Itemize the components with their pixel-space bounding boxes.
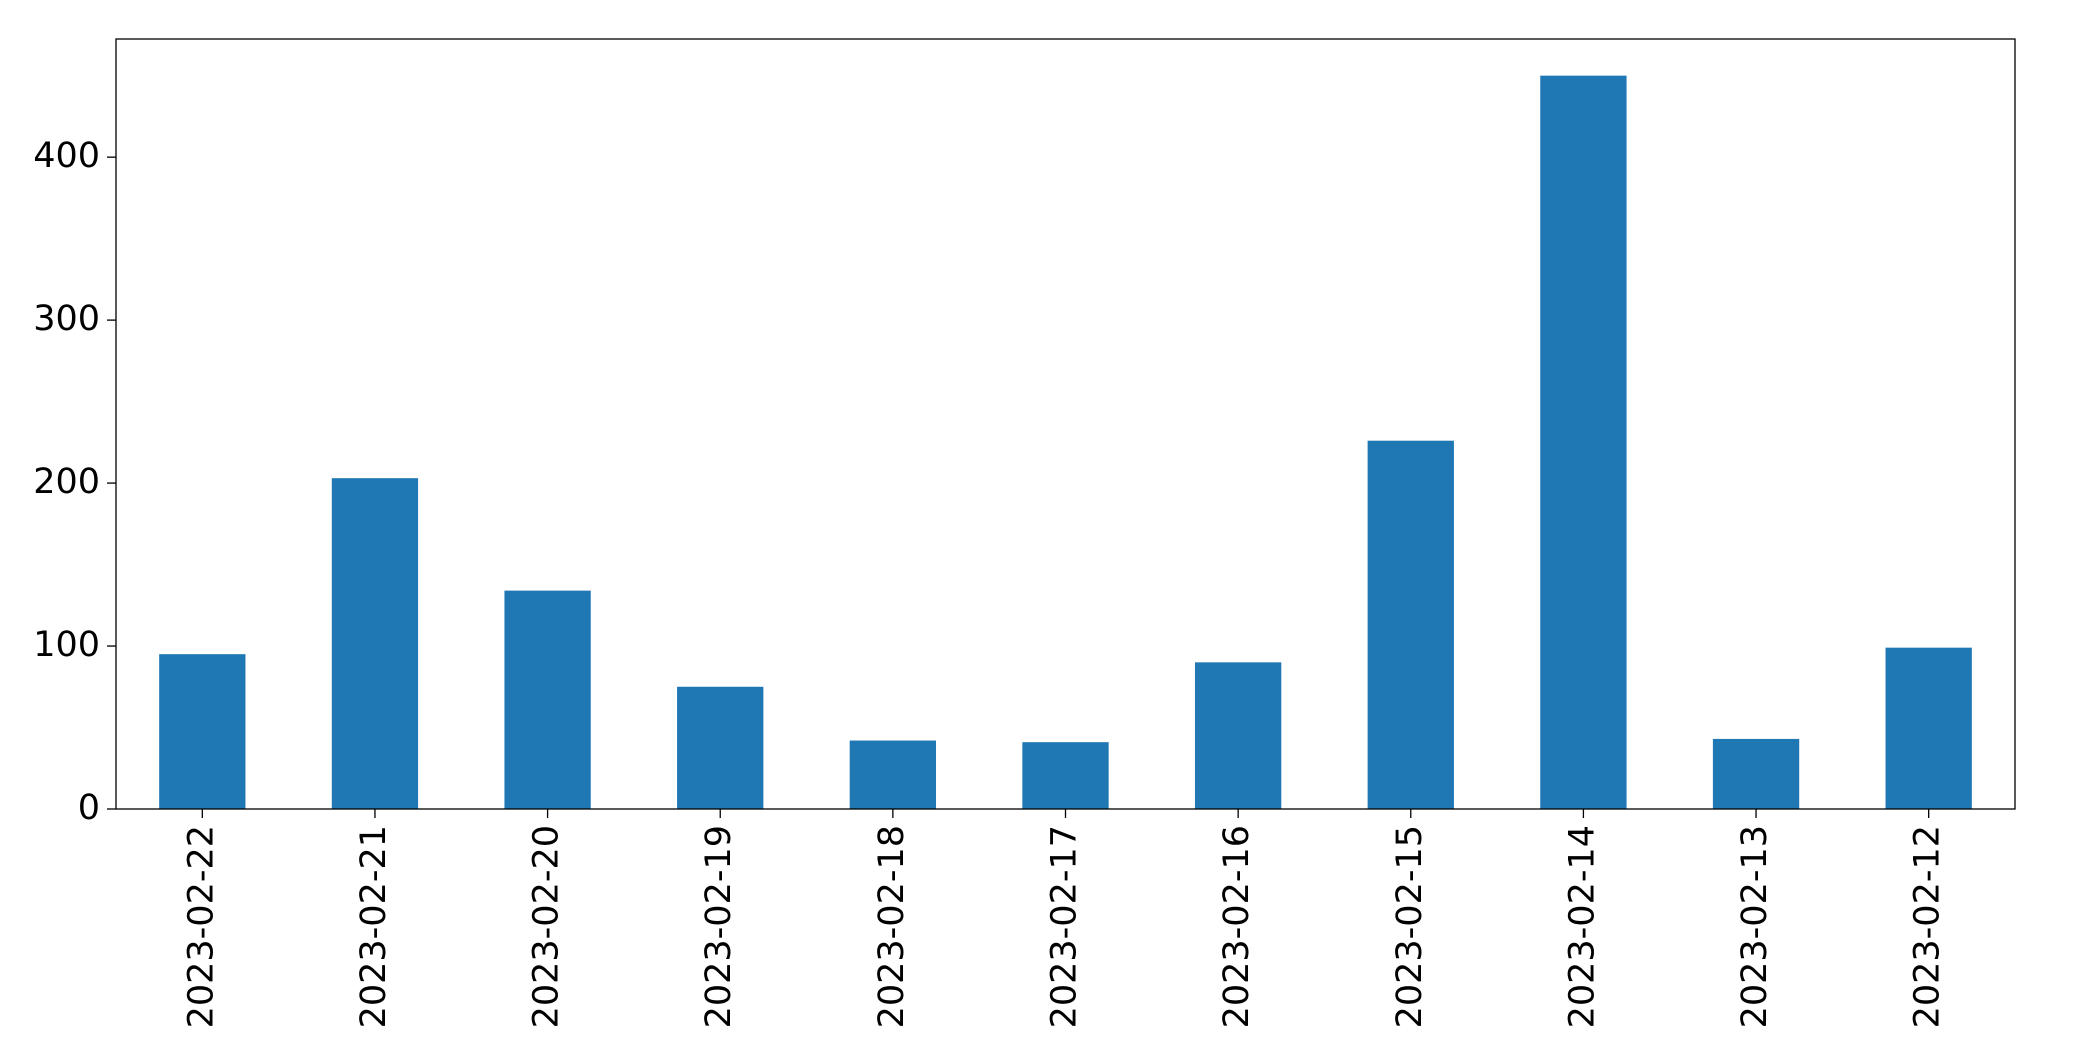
bar: [1885, 647, 1972, 809]
x-tick-label: 2023-02-22: [181, 825, 221, 1028]
bar: [504, 590, 591, 809]
y-tick-label: 0: [78, 788, 100, 828]
bar: [1712, 738, 1800, 809]
x-tick-label: 2023-02-16: [1217, 825, 1257, 1028]
y-tick-label: 100: [33, 625, 100, 665]
bar: [1194, 662, 1282, 809]
y-tick-label: 400: [33, 136, 100, 176]
x-tick-label: 2023-02-17: [1045, 825, 1085, 1028]
bar: [159, 654, 246, 809]
x-tick-label: 2023-02-19: [699, 825, 739, 1028]
x-tick-label: 2023-02-15: [1390, 825, 1430, 1028]
bar: [1367, 440, 1454, 809]
y-tick-label: 200: [33, 462, 100, 502]
x-tick-label: 2023-02-12: [1908, 825, 1948, 1028]
plot-frame: [115, 38, 2016, 810]
x-tick-label: 2023-02-18: [872, 825, 912, 1028]
x-tick-label: 2023-02-14: [1562, 825, 1602, 1028]
bar: [331, 478, 419, 809]
x-tick-label: 2023-02-21: [354, 825, 394, 1028]
x-tick-label: 2023-02-20: [527, 825, 567, 1028]
x-tick-label: 2023-02-13: [1735, 825, 1775, 1028]
y-tick-label: 300: [33, 299, 100, 339]
bar: [1540, 75, 1627, 809]
bar: [677, 686, 764, 809]
bar: [1022, 742, 1109, 809]
bar: [849, 740, 937, 809]
